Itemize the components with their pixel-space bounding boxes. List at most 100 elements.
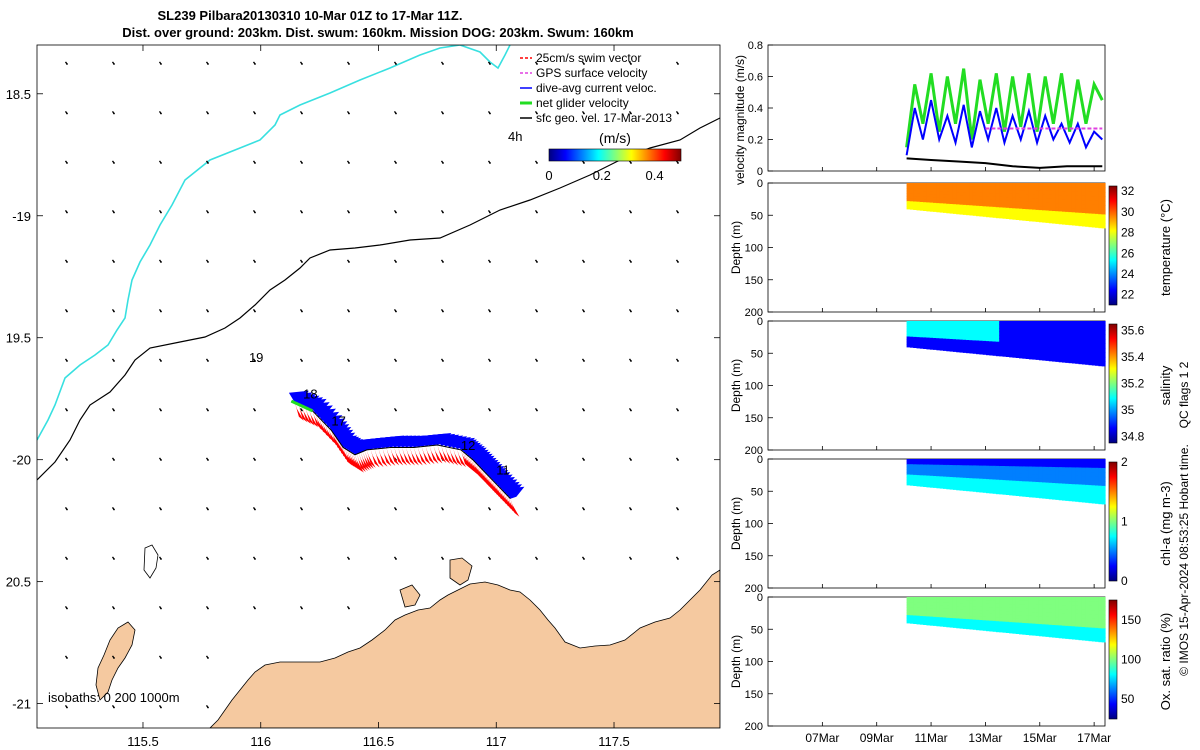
heatmap-cell: [1101, 352, 1106, 358]
heatmap-cell: [916, 326, 921, 330]
heatmap-cell: [1022, 190, 1027, 195]
heatmap-cell: [959, 459, 964, 463]
island-west: [95, 621, 136, 701]
heatmap-cell: [1032, 347, 1037, 352]
heatmap-cell: [923, 483, 927, 487]
heatmap-cell: [1032, 489, 1037, 494]
heatmap-cell: [906, 339, 911, 343]
heatmap-cell: [969, 349, 974, 354]
map-x-tick-label: 117: [486, 734, 507, 749]
heatmap-cell: [1032, 198, 1037, 203]
heatmap-cell: [1065, 463, 1070, 468]
heatmap-cell: [933, 343, 937, 348]
heatmap-cell: [1071, 613, 1076, 619]
heatmap-cell: [1009, 618, 1013, 623]
heatmap-cell: [1009, 211, 1013, 216]
heatmap-cell: [1071, 618, 1076, 623]
heatmap-cell: [986, 334, 990, 339]
geo-arrow-tail: [301, 508, 303, 511]
heatmap-cell: [969, 471, 974, 476]
heatmap-cell: [933, 197, 937, 201]
heatmap-cell: [939, 482, 944, 486]
heatmap-cell: [1081, 459, 1086, 464]
heatmap-cell: [959, 462, 964, 466]
heatmap-cell: [1045, 214, 1050, 219]
depth-tick-label: 50: [751, 624, 763, 636]
velocity-y-tick-label: 0: [757, 166, 763, 178]
geo-arrow-tail: [536, 409, 538, 412]
heatmap-cell: [926, 470, 931, 474]
heatmap-cell: [1048, 210, 1053, 216]
heatmap-cell: [933, 185, 937, 190]
heatmap-cell: [966, 459, 970, 463]
geo-arrow-tail: [489, 409, 491, 412]
heatmap-cell: [982, 189, 987, 194]
heatmap-cell: [933, 608, 937, 612]
heatmap-cell: [1042, 482, 1047, 487]
heatmap-cell: [936, 605, 941, 610]
geo-arrow-tail: [442, 508, 444, 511]
heatmap-cell: [936, 484, 941, 489]
swim-vector: [457, 449, 467, 468]
heatmap-cell: [1052, 479, 1056, 484]
heatmap-cell: [986, 485, 990, 490]
heatmap-cell: [972, 324, 977, 328]
heatmap-cell: [943, 476, 947, 481]
heatmap-cell: [1058, 621, 1063, 627]
heatmap-cell: [929, 467, 934, 471]
heatmap-cell: [1048, 470, 1053, 476]
heatmap-cell: [1005, 487, 1010, 492]
heatmap-cell: [1095, 209, 1099, 215]
heatmap-cell: [943, 185, 947, 190]
heatmap-cell: [1071, 630, 1076, 636]
heatmap-cell: [962, 618, 967, 623]
heatmap-cell: [1015, 201, 1020, 206]
heatmap-cell: [1015, 629, 1020, 634]
heatmap-cell: [1048, 459, 1053, 464]
heatmap-cell: [916, 483, 921, 487]
heatmap-cell: [962, 462, 967, 466]
heatmap-cell: [1038, 217, 1043, 223]
heatmap-cell: [1005, 186, 1010, 191]
heatmap-cell: [999, 479, 1004, 484]
heatmap-cell: [982, 597, 987, 601]
heatmap-cell: [949, 459, 954, 463]
heatmap-cell: [1052, 337, 1056, 342]
heatmap-cell: [1075, 601, 1080, 606]
heatmap-cell: [1095, 481, 1099, 487]
heatmap-cell: [936, 321, 941, 325]
heatmap-cell: [943, 467, 947, 472]
heatmap-cell: [1005, 459, 1010, 464]
heatmap-cell: [939, 209, 944, 213]
heatmap-cell: [1095, 489, 1099, 495]
heatmap-cell: [1091, 222, 1096, 228]
heatmap-cell: [1042, 218, 1047, 223]
heatmap-cell: [906, 201, 911, 205]
heatmap-cell: [1048, 198, 1053, 204]
heatmap-cell: [906, 203, 911, 207]
heatmap-cell: [952, 600, 957, 604]
heatmap-cell: [1058, 357, 1063, 363]
geo-arrow-tail: [113, 211, 115, 214]
heatmap-cell: [986, 489, 990, 494]
heatmap-cell: [1075, 204, 1080, 209]
heatmap-cell: [1071, 183, 1076, 188]
heatmap-cell: [1042, 344, 1047, 349]
geo-arrow-tail: [160, 63, 162, 65]
heatmap-cell: [1075, 471, 1080, 477]
colorbar-tick-label: 30: [1121, 205, 1135, 219]
heatmap-cell: [1022, 194, 1027, 199]
heatmap-cell: [962, 342, 967, 347]
heatmap-cell: [949, 333, 954, 337]
heatmap-cell: [1022, 466, 1027, 471]
heatmap-cell: [1002, 193, 1007, 198]
heatmap-cell: [1085, 476, 1090, 482]
heatmap-cell: [909, 477, 914, 481]
heatmap-cell: [1019, 619, 1023, 624]
heatmap-cell: [995, 200, 1000, 205]
heatmap-cell: [1065, 617, 1070, 623]
heatmap-cell: [979, 340, 984, 345]
swim-vector: [335, 436, 345, 455]
geo-arrow-tail: [207, 706, 209, 709]
geo-arrow-tail: [207, 162, 209, 164]
